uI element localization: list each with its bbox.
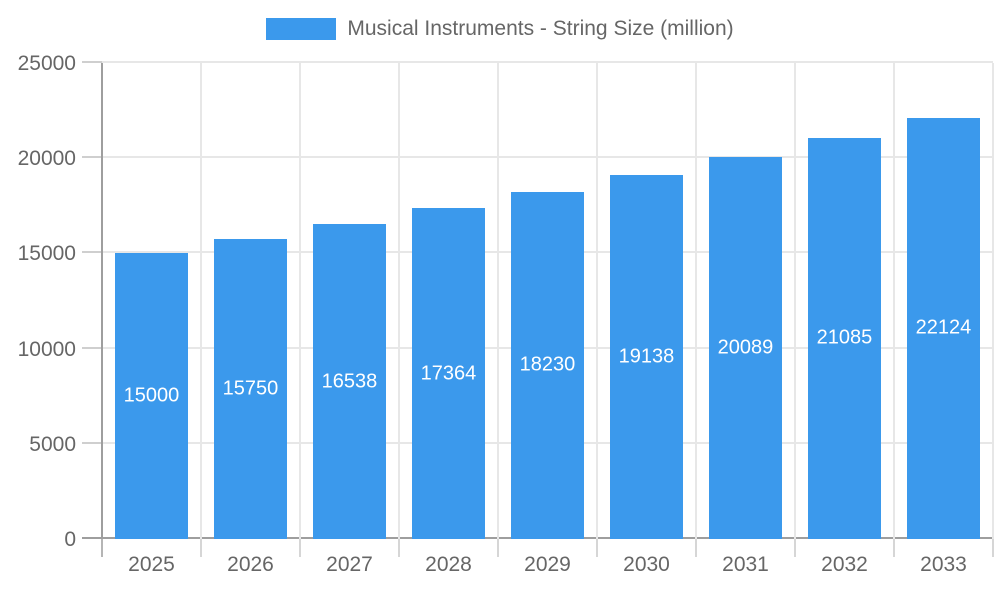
- x-tick-mark: [398, 539, 400, 557]
- v-gridline: [794, 63, 796, 539]
- v-gridline: [497, 63, 499, 539]
- bar-value-label: 21085: [816, 326, 873, 349]
- x-tick-mark: [200, 539, 202, 557]
- legend-swatch: [266, 18, 337, 40]
- v-gridline: [893, 63, 895, 539]
- x-tick-mark: [497, 539, 499, 557]
- v-gridline: [992, 63, 994, 539]
- y-tick-mark: [82, 346, 102, 349]
- bar-2028[interactable]: 17364: [411, 208, 486, 539]
- x-tick-mark: [794, 539, 796, 557]
- y-tick-label: 15000: [17, 242, 76, 266]
- bar-2025[interactable]: 15000: [114, 253, 189, 539]
- x-tick-mark: [695, 539, 697, 557]
- bar-value-label: 15000: [123, 384, 180, 407]
- bar-value-label: 22124: [915, 316, 972, 339]
- x-tick-label: 2027: [326, 553, 373, 576]
- bar-value-label: 19138: [618, 345, 675, 368]
- y-tick-label: 0: [64, 528, 76, 551]
- legend[interactable]: Musical Instruments - String Size (milli…: [0, 16, 1000, 42]
- x-tick-label: 2033: [920, 553, 967, 576]
- h-gridline: [102, 61, 993, 63]
- y-tick-mark: [82, 61, 102, 63]
- y-tick-label: 5000: [29, 432, 76, 456]
- bar-2032[interactable]: 21085: [807, 137, 882, 539]
- y-tick-mark: [82, 441, 102, 444]
- bar-value-label: 18230: [519, 353, 576, 376]
- x-tick-mark: [596, 539, 598, 557]
- y-axis-line: [101, 63, 103, 539]
- x-tick-label: 2030: [623, 553, 670, 576]
- bar-2026[interactable]: 15750: [213, 239, 288, 539]
- v-gridline: [695, 63, 697, 539]
- v-gridline: [200, 63, 202, 539]
- x-tick-mark: [893, 539, 895, 557]
- legend-label: Musical Instruments - String Size (milli…: [347, 17, 734, 40]
- bar-value-label: 20089: [717, 336, 774, 359]
- v-gridline: [398, 63, 400, 539]
- x-tick-mark: [299, 539, 301, 557]
- y-tick-mark: [82, 156, 102, 159]
- v-gridline: [596, 63, 598, 539]
- x-tick-label: 2031: [722, 553, 769, 576]
- x-tick-label: 2032: [821, 553, 868, 576]
- bar-2031[interactable]: 20089: [708, 156, 783, 539]
- y-tick-label: 25000: [17, 52, 76, 75]
- x-tick-label: 2028: [425, 553, 472, 576]
- x-tick-label: 2025: [128, 553, 175, 576]
- bar-value-label: 17364: [420, 362, 477, 385]
- y-tick-label: 10000: [17, 337, 76, 361]
- x-tick-label: 2026: [227, 553, 274, 576]
- h-gridline: [102, 156, 993, 159]
- bar-2027[interactable]: 16538: [312, 224, 387, 539]
- bar-2029[interactable]: 18230: [510, 191, 585, 539]
- y-tick-mark: [82, 251, 102, 254]
- bar-2033[interactable]: 22124: [906, 117, 981, 539]
- x-tick-label: 2029: [524, 553, 571, 576]
- v-gridline: [299, 63, 301, 539]
- bar-value-label: 15750: [222, 377, 279, 400]
- x-tick-mark: [101, 539, 103, 557]
- x-tick-mark: [992, 539, 994, 557]
- bar-2030[interactable]: 19138: [609, 174, 684, 539]
- y-tick-label: 20000: [17, 147, 76, 171]
- bar-value-label: 16538: [321, 370, 378, 393]
- plot-area: 0 5000 10000 15000 20000 25000 15000 2025 15750 2…: [18, 52, 994, 576]
